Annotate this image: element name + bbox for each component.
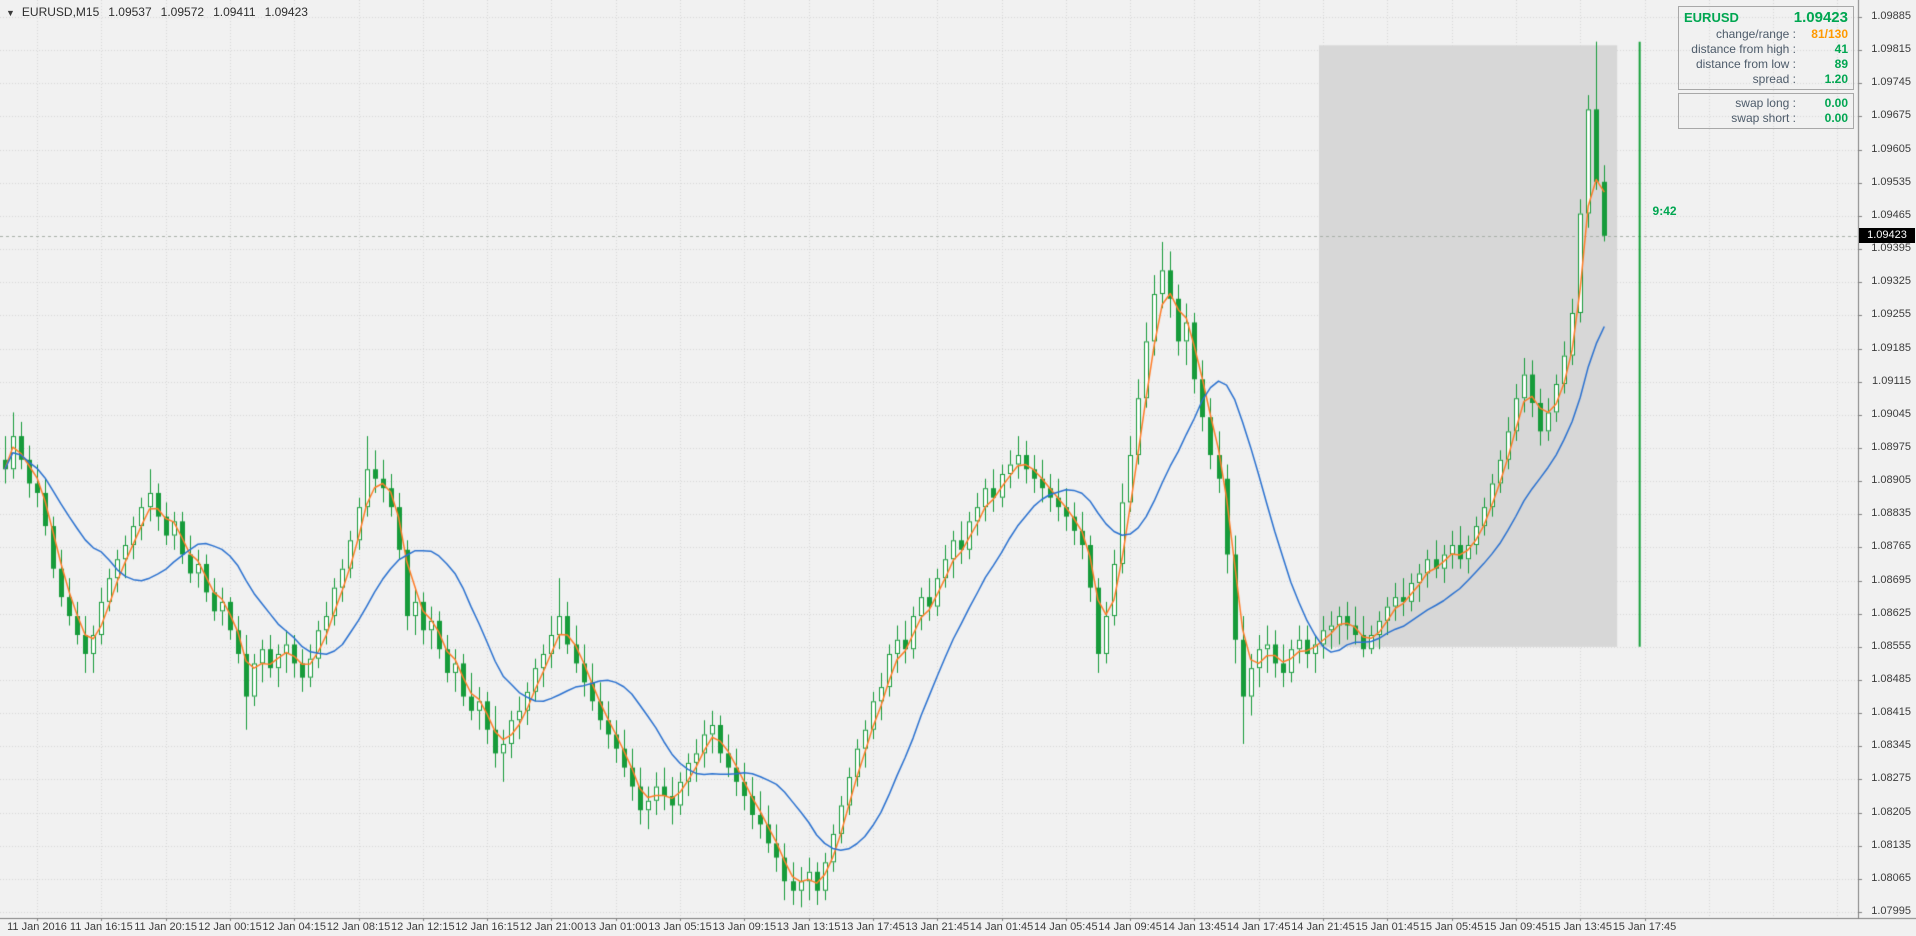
swap-row-value: 0.00 <box>1824 111 1848 125</box>
price-axis-label: 1.09745 <box>1871 76 1911 89</box>
price-axis-label: 1.09675 <box>1871 109 1911 122</box>
time-axis-label: 14 Jan 21:45 <box>1291 921 1355 933</box>
time-axis-label: 13 Jan 05:15 <box>648 921 712 933</box>
stat-row-value: 81/130 <box>1811 27 1848 41</box>
price-axis-label: 1.09325 <box>1871 275 1911 288</box>
time-axis-label: 13 Jan 13:15 <box>776 921 841 933</box>
price-axis-label: 1.08345 <box>1871 739 1911 752</box>
bar-low-value: 1.09411 <box>213 5 256 19</box>
price-axis-label: 1.09115 <box>1872 374 1911 387</box>
price-axis-label: 1.09185 <box>1871 341 1911 354</box>
time-axis-label: 12 Jan 16:15 <box>455 921 519 933</box>
price-axis-label: 1.09255 <box>1871 308 1911 321</box>
stat-row: distance from low : 89 <box>1684 57 1848 72</box>
swap-row-label: swap long : <box>1735 96 1796 110</box>
stat-row: distance from high : 41 <box>1684 42 1848 57</box>
time-axis[interactable]: 11 Jan 2016 11 Jan 16:15 11 Jan 20:15 12 Ja… <box>0 918 1916 936</box>
time-axis-label: 14 Jan 05:45 <box>1033 921 1098 933</box>
stat-row-label: distance from high : <box>1691 42 1796 56</box>
swap-row-label: swap short : <box>1731 111 1796 125</box>
symbol-info-header: EURUSD 1.09423 <box>1684 9 1848 26</box>
time-axis-label: 11 Jan 20:15 <box>134 921 197 933</box>
price-axis-label: 1.08205 <box>1871 805 1911 818</box>
stat-row-value: 89 <box>1834 57 1848 71</box>
time-axis-label: 12 Jan 00:15 <box>198 921 262 933</box>
swap-row-value: 0.00 <box>1824 96 1848 110</box>
stat-row: spread : 1.20 <box>1684 72 1848 87</box>
time-axis-label: 13 Jan 17:45 <box>841 921 905 933</box>
time-axis-label: 15 Jan 09:45 <box>1484 921 1548 933</box>
symbol-marker-icon: ▼ <box>6 7 15 18</box>
price-axis-label: 1.08275 <box>1871 772 1911 785</box>
time-axis-label: 15 Jan 17:45 <box>1612 921 1677 933</box>
price-axis-label: 1.08695 <box>1871 573 1911 586</box>
time-axis-label: 14 Jan 01:45 <box>969 921 1034 933</box>
time-axis-label: 13 Jan 09:15 <box>712 921 777 933</box>
time-axis-label: 12 Jan 08:15 <box>326 921 391 933</box>
time-axis-label: 14 Jan 17:45 <box>1226 921 1291 933</box>
price-axis-label: 1.08905 <box>1871 474 1911 487</box>
price-axis-label: 1.09465 <box>1871 208 1911 221</box>
time-axis-label: 12 Jan 04:15 <box>262 921 326 933</box>
time-axis-label: 11 Jan 2016 <box>7 921 67 933</box>
swap-rows: swap long : 0.00 swap short : 0.00 <box>1684 96 1848 126</box>
symbol-period-label: EURUSD,M15 <box>21 5 100 19</box>
swap-row: swap short : 0.00 <box>1684 111 1848 126</box>
price-axis-label: 1.08555 <box>1871 639 1911 652</box>
price-axis-label: 1.09395 <box>1871 242 1911 255</box>
time-axis-label: 15 Jan 05:45 <box>1419 921 1484 933</box>
price-axis-label: 1.09045 <box>1871 407 1911 420</box>
price-axis-label: 1.09535 <box>1871 175 1911 188</box>
price-axis-label: 1.08065 <box>1871 871 1911 884</box>
bar-high-value: 1.09572 <box>160 5 205 19</box>
symbol-info-panel: EURUSD 1.09423 change/range :81/130 dista… <box>1678 6 1854 132</box>
stat-row-label: change/range : <box>1715 27 1796 41</box>
stat-row-value: 1.20 <box>1824 72 1848 86</box>
bar-countdown: 9:42 <box>1652 204 1677 219</box>
info-symbol: EURUSD <box>1684 10 1739 25</box>
time-axis-label: 14 Jan 13:45 <box>1162 921 1227 933</box>
price-axis-label: 1.08625 <box>1871 606 1911 619</box>
chart-title: ▼ EURUSD,M15 1.09537 1.09572 1.09411 1.09423 <box>6 5 317 19</box>
swap-row: swap long : 0.00 <box>1684 96 1848 111</box>
price-axis-label: 1.08415 <box>1871 706 1911 719</box>
price-axis-label: 1.08975 <box>1871 440 1911 453</box>
price-axis-label: 1.08485 <box>1871 673 1911 685</box>
time-axis-label: 13 Jan 01:00 <box>583 921 648 933</box>
bar-close-value: 1.09423 <box>264 5 308 19</box>
symbol-stats-rows: change/range :81/130 distance from high :… <box>1684 27 1848 87</box>
stat-row: change/range : 81/130 <box>1684 27 1848 42</box>
price-axis-label: 1.09815 <box>1871 43 1911 56</box>
price-axis-label: 1.09605 <box>1871 142 1911 155</box>
time-axis-label: 11 Jan 16:15 <box>69 921 133 933</box>
price-axis-label: 1.07995 <box>1871 905 1911 918</box>
stat-row-value: 41 <box>1834 42 1848 56</box>
current-price-badge: 1.09423 <box>1859 227 1915 243</box>
time-axis-label: 15 Jan 13:45 <box>1548 921 1612 933</box>
price-axis-label: 1.08135 <box>1871 838 1911 851</box>
price-axis-label: 1.08835 <box>1871 507 1911 520</box>
price-axis-label: 1.08765 <box>1871 540 1911 553</box>
price-axis-label: 1.09885 <box>1871 10 1911 22</box>
time-axis-label: 14 Jan 09:45 <box>1098 921 1162 933</box>
symbol-info-box: EURUSD 1.09423 change/range :81/130 dista… <box>1678 6 1854 90</box>
time-axis-label: 13 Jan 21:45 <box>905 921 969 933</box>
price-axis[interactable]: 1.09885 1.09815 1.09745 1.09675 1.09605 1.095… <box>1858 0 1916 918</box>
stat-row-label: distance from low : <box>1695 57 1796 71</box>
time-axis-label: 12 Jan 12:15 <box>390 921 455 933</box>
time-axis-label: 15 Jan 01:45 <box>1355 921 1420 933</box>
time-axis-label: 12 Jan 21:00 <box>519 921 584 933</box>
stat-row-label: spread : <box>1752 72 1796 86</box>
bar-open-value: 1.09537 <box>108 5 152 19</box>
swap-info-box: swap long : 0.00 swap short : 0.00 <box>1678 93 1854 129</box>
info-price: 1.09423 <box>1793 9 1848 26</box>
